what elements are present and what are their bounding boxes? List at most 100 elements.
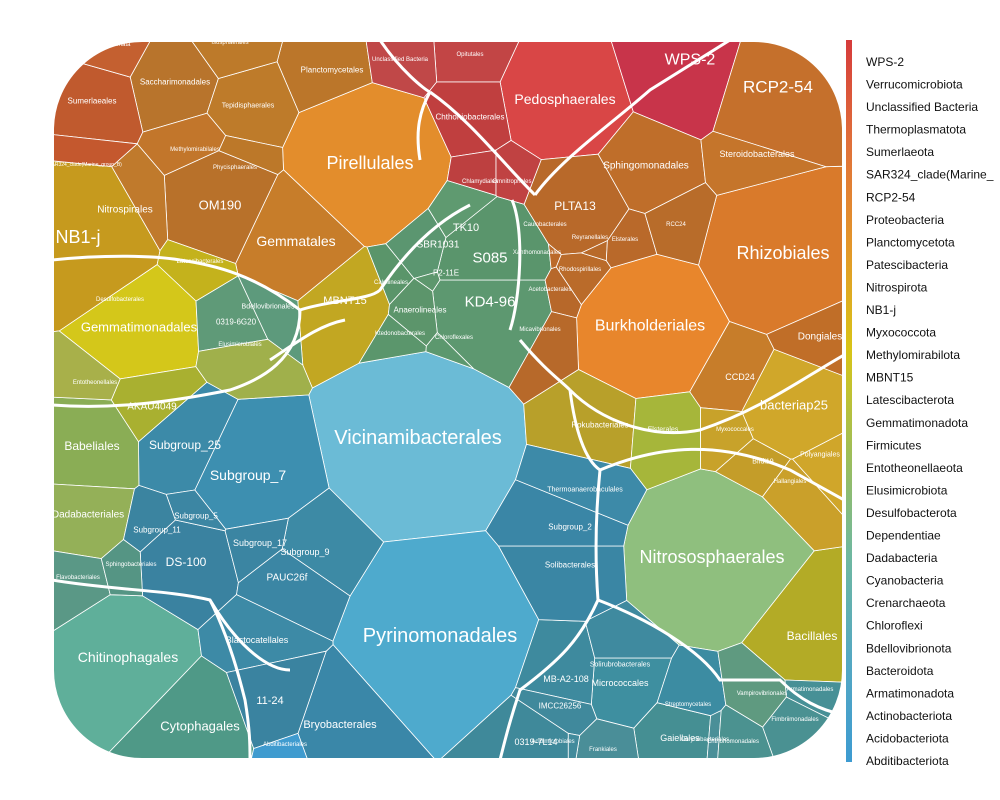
colorbar-gradient bbox=[846, 40, 852, 762]
cell-polyangiales bbox=[791, 431, 844, 518]
legend-entry: Chloroflexi bbox=[866, 619, 923, 633]
cell-ktedonobacterales bbox=[358, 313, 427, 364]
cell-label: Gaiellales bbox=[660, 733, 700, 743]
phylum-border bbox=[599, 447, 844, 502]
cell-label: Methylomirabilales bbox=[170, 147, 220, 153]
phylum-border bbox=[429, 90, 537, 197]
cell-label: Isosphaerales bbox=[211, 40, 248, 46]
legend-entry: Dadabacteria bbox=[866, 551, 938, 565]
cell-label: Saccharimonadales bbox=[140, 78, 210, 87]
cell-phycisphaerales bbox=[218, 135, 284, 175]
cell-label: Gemmatales bbox=[256, 233, 335, 249]
cell-label: Latescibacterales bbox=[177, 259, 224, 265]
cell-label: Micrococcales bbox=[591, 678, 649, 688]
cell-label: Pedosphaerales bbox=[514, 91, 615, 107]
cell-label: Reyranellales bbox=[572, 235, 608, 241]
cell-sar324-clade-marine-group-b- bbox=[52, 134, 139, 168]
cell-rcp2-54 bbox=[712, 40, 844, 168]
cell-label: Steroidobacterales bbox=[719, 149, 795, 159]
cell-label: MBNT15 bbox=[323, 295, 366, 307]
cell-entotheonellales bbox=[52, 330, 121, 401]
cell-methylomirabilales bbox=[136, 112, 227, 176]
cell-label: Acidimicrobiales bbox=[531, 739, 574, 745]
legend-entry: Patescibacteria bbox=[866, 258, 948, 272]
cell-label: SBR1031 bbox=[417, 240, 460, 251]
cell-label: Bryobacterales bbox=[303, 719, 377, 731]
cell-label: 0319-7L14 bbox=[514, 737, 557, 747]
treemap-cells bbox=[52, 40, 844, 760]
cell-label: Xanthomonadales bbox=[513, 250, 561, 256]
cell-label: Opitutales bbox=[456, 52, 483, 58]
legend-entry: Proteobacteria bbox=[866, 213, 944, 227]
cell-label: Thermoanaerobaculales bbox=[547, 487, 623, 494]
cell-steroidobacterales bbox=[700, 130, 828, 196]
phylum-border bbox=[518, 339, 572, 392]
chart-border bbox=[50, 38, 846, 762]
cell-label: Chlamydiales bbox=[462, 179, 498, 185]
legend-entry: SAR324_clade(Marine_ bbox=[866, 168, 994, 182]
phylum-border bbox=[568, 353, 844, 435]
cell-label: Subgroup_9 bbox=[280, 547, 329, 557]
cell-label: Subgroup_7 bbox=[210, 467, 287, 483]
cell-label: Bdellovibrionales bbox=[242, 304, 295, 311]
cell-label: Subgroup_17 bbox=[233, 538, 287, 548]
legend-entry: Desulfobacterota bbox=[866, 506, 957, 520]
cell-label: Entotheonellales bbox=[73, 380, 117, 386]
cell-label: Subgroup_5 bbox=[174, 512, 218, 521]
cell-label: RCP2-54 bbox=[743, 78, 813, 97]
phylum-border bbox=[52, 309, 302, 408]
cell-abditibacteriales bbox=[250, 732, 309, 760]
cell-label: Abditibacteriales bbox=[263, 742, 307, 748]
phylum-border bbox=[269, 318, 346, 362]
cell-label: P2-11E bbox=[433, 269, 459, 278]
cell-label: Anaerolineales bbox=[394, 306, 447, 315]
cell-label: Subgroup_25 bbox=[149, 438, 221, 452]
cell-label: WPS-2 bbox=[665, 52, 716, 69]
cell-label: Chloroflexales bbox=[435, 335, 473, 341]
cell-label: Rokubacteriales bbox=[571, 421, 628, 430]
cell-label: Dadabacteriales bbox=[52, 510, 124, 521]
legend-entry: Abditibacteriota bbox=[866, 754, 949, 768]
cell-label: Myxococcales bbox=[716, 427, 754, 433]
cell-label: Nitrososphaerales bbox=[639, 547, 784, 567]
cell-label: PLTA13 bbox=[554, 199, 596, 213]
legend-entry: Firmicutes bbox=[866, 438, 921, 452]
cell-label: Elsterales bbox=[612, 237, 638, 243]
cell-label: DS-100 bbox=[166, 555, 207, 569]
cell-label: Caldilineales bbox=[374, 280, 408, 286]
legend-entry: Latescibacterota bbox=[866, 393, 954, 407]
legend-entry: Crenarchaeota bbox=[866, 596, 946, 610]
cell-label: Fimbriimonadales bbox=[771, 717, 818, 723]
legend-entry: Dependentiae bbox=[866, 529, 941, 543]
cell-label: Flavobacteriales bbox=[56, 575, 100, 581]
cell-label: SAR324_clade(Marine_group_B) bbox=[48, 162, 122, 168]
legend-entry: Cyanobacteria bbox=[866, 574, 944, 588]
cell-label: Sphingobacteriales bbox=[105, 562, 156, 568]
phylum-border bbox=[568, 389, 601, 472]
legend-entry: Bacteroidota bbox=[866, 664, 934, 678]
cell-label: Desulfobacterales bbox=[96, 297, 144, 303]
cell-label: 11-24 bbox=[256, 695, 283, 707]
cell-label: IMCC26256 bbox=[539, 702, 582, 711]
phylum-border bbox=[208, 599, 291, 672]
cell-micavibrionales bbox=[508, 311, 579, 405]
cell-label: KD4-96 bbox=[465, 294, 516, 311]
cell-label: Gemmatimonadales bbox=[81, 320, 198, 335]
cell-solibacterales bbox=[497, 545, 628, 622]
legend-entry: MBNT15 bbox=[866, 371, 914, 385]
phylum-border bbox=[52, 254, 181, 262]
cell-subgroup-9 bbox=[281, 487, 385, 597]
cell-acidimicrobiales bbox=[567, 732, 581, 760]
cell-label: Caulobacterales bbox=[523, 222, 566, 228]
legend-entry: Actinobacteriota bbox=[866, 709, 952, 723]
phylum-border bbox=[52, 578, 252, 760]
cell-label: Planctomycetales bbox=[301, 66, 364, 75]
cell-label: Subgroup_11 bbox=[133, 526, 181, 535]
legend-entry: Verrucomicrobiota bbox=[866, 78, 963, 92]
cell-label: Burkholderiales bbox=[595, 318, 705, 335]
cell-label: Unclassified Bacteria bbox=[372, 57, 429, 63]
cell-label: Micavibrionales bbox=[519, 327, 560, 333]
cell-label: Rhodospirillales bbox=[559, 267, 601, 273]
cell-rcc24 bbox=[644, 182, 718, 266]
